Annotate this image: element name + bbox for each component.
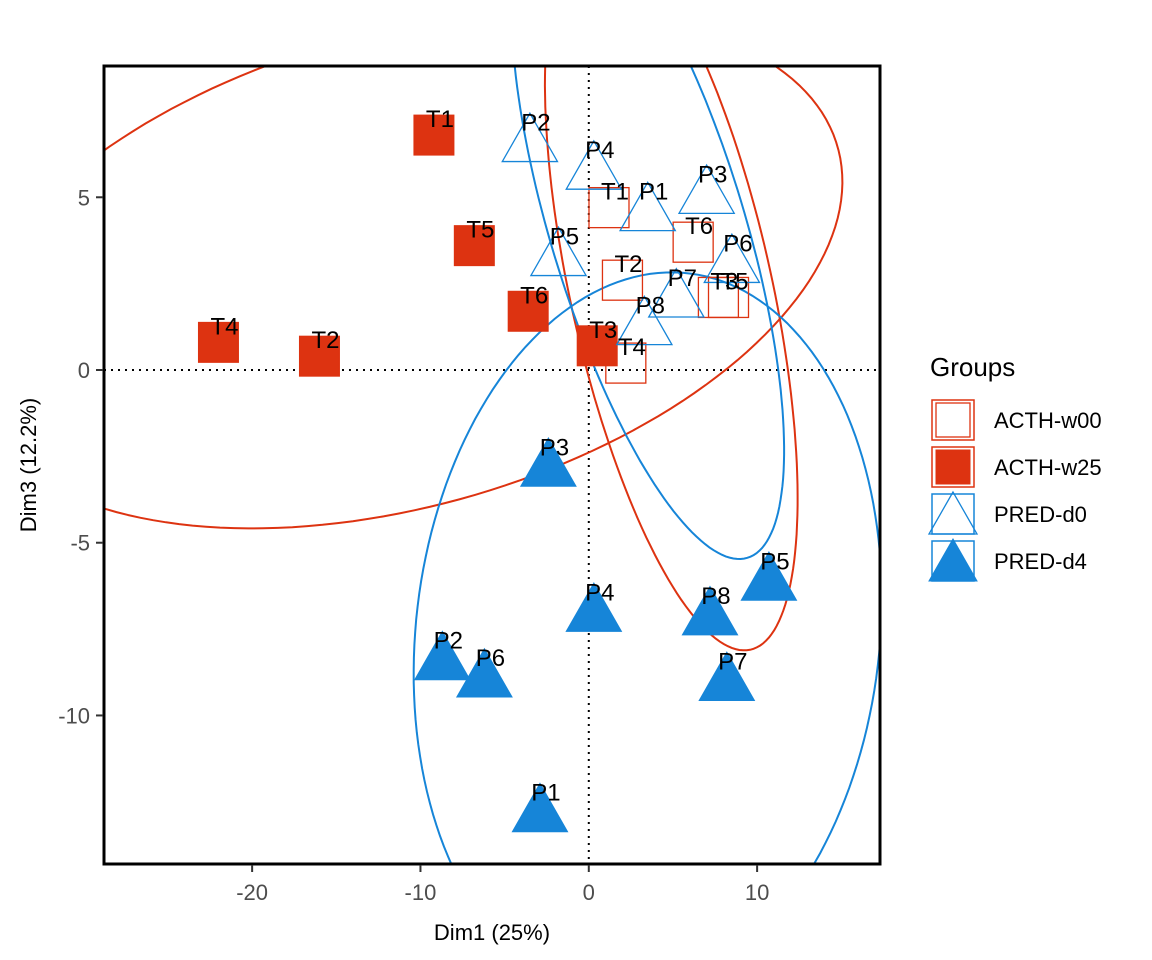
point-label-acth-w00-t1: T1	[601, 179, 629, 206]
point-label-acth-w00-t2: T2	[614, 251, 642, 278]
point-acth-w00-t1	[588, 186, 630, 229]
point-label-acth-w25-t6: T6	[520, 282, 548, 309]
point-pred-d4-p8	[681, 585, 739, 636]
point-pred-d4-p7	[698, 651, 756, 701]
point-label-acth-w25-t5: T5	[466, 217, 494, 244]
point-label-pred-d4-p7: P7	[718, 648, 747, 675]
point-label-pred-d0-p4: P4	[585, 137, 614, 164]
point-acth-w25-t5	[453, 225, 495, 267]
legend-title: Groups	[930, 352, 1015, 382]
y-tick-label: 5	[78, 185, 90, 210]
point-acth-w00-t2	[601, 259, 644, 301]
point-acth-w00-t5	[707, 276, 750, 319]
point-acth-w00-t6	[672, 221, 714, 263]
point-pred-d4-p3	[519, 436, 577, 487]
y-tick-label: 0	[78, 358, 90, 383]
legend: Groups ACTH-w00 ACTH-w25 PRED-d0 PRED-d4	[927, 352, 1102, 582]
ellipse-acth-w00	[543, 66, 799, 652]
legend-label-acth-w25: ACTH-w25	[994, 455, 1102, 480]
point-acth-w25-t4	[197, 321, 239, 363]
point-pred-d0-p6	[703, 232, 761, 284]
x-axis: -20 -10 0 10	[236, 865, 769, 905]
legend-key-acth-w00	[931, 399, 975, 441]
point-label-pred-d4-p3: P3	[540, 434, 569, 461]
point-label-acth-w25-t4: T4	[210, 313, 238, 340]
point-pred-d0-p4	[565, 139, 623, 190]
legend-marker-acth-w00	[935, 402, 971, 438]
plot-panel-border	[102, 64, 882, 866]
point-label-acth-w00-t5: T5	[720, 268, 748, 295]
point-acth-w25-t6	[507, 290, 549, 332]
legend-label-acth-w00: ACTH-w00	[994, 408, 1102, 433]
point-label-acth-w25-t1: T1	[426, 106, 454, 133]
point-pred-d0-p7	[647, 267, 706, 318]
x-axis-title: Dim1 (25%)	[434, 920, 550, 945]
point-label-pred-d4-p1: P1	[531, 780, 560, 807]
legend-key-pred-d0	[931, 493, 975, 535]
point-label-acth-w00-t6: T6	[685, 213, 713, 240]
confidence-ellipses	[104, 66, 880, 864]
point-label-pred-d4-p6: P6	[476, 645, 505, 672]
point-label-pred-d0-p5: P5	[550, 224, 579, 251]
y-tick-label: -10	[58, 703, 90, 728]
legend-marker-pred-d0	[927, 490, 979, 535]
ellipse-pred-d4	[412, 271, 880, 864]
point-label-pred-d4-p2: P2	[434, 628, 463, 655]
x-tick-label: -10	[405, 880, 437, 905]
point-label-pred-d4-p4: P4	[585, 579, 614, 606]
point-pred-d0-p1	[618, 181, 677, 232]
point-label-pred-d4-p5: P5	[760, 548, 789, 575]
point-label-acth-w00-t3: T3	[710, 268, 738, 295]
point-label-pred-d0-p1: P1	[639, 179, 668, 206]
point-label-pred-d0-p8: P8	[636, 293, 665, 320]
legend-label-pred-d4: PRED-d4	[994, 549, 1087, 574]
y-axis: -10 -5 0 5	[58, 185, 103, 728]
point-pred-d4-p2	[413, 630, 471, 681]
x-tick-label: 0	[583, 880, 595, 905]
point-label-acth-w25-t2: T2	[311, 327, 339, 354]
point-label-pred-d0-p7: P7	[668, 265, 697, 292]
point-pred-d4-p5	[740, 550, 798, 601]
point-pred-d4-p6	[455, 647, 513, 698]
point-label-pred-d0-p3: P3	[698, 161, 727, 188]
ellipse-pred-d0	[513, 66, 786, 561]
point-acth-w25-t3	[576, 325, 618, 367]
data-points	[197, 111, 798, 833]
point-label-acth-w25-t3: T3	[589, 317, 617, 344]
x-tick-label: -20	[236, 880, 268, 905]
point-pred-d0-p2	[501, 111, 559, 163]
legend-label-pred-d0: PRED-d0	[994, 502, 1087, 527]
y-tick-label: -5	[70, 531, 90, 556]
point-acth-w25-t2	[298, 335, 340, 377]
point-label-pred-d0-p6: P6	[723, 230, 752, 257]
x-tick-label: 10	[745, 880, 769, 905]
y-axis-title: Dim3 (12.2%)	[16, 398, 41, 532]
point-pred-d4-p1	[511, 782, 569, 833]
point-pred-d0-p5	[529, 225, 588, 277]
point-pred-d0-p3	[677, 163, 736, 215]
point-pred-d4-p4	[565, 582, 623, 632]
ellipse-acth-w25	[104, 66, 844, 530]
point-acth-w25-t1	[413, 114, 455, 156]
legend-marker-pred-d4	[928, 537, 978, 582]
point-label-acth-w00-t4: T4	[618, 334, 646, 361]
point-pred-d0-p8	[615, 295, 674, 346]
point-label-pred-d0-p2: P2	[521, 110, 550, 137]
legend-marker-acth-w25	[935, 449, 971, 485]
point-label-pred-d4-p8: P8	[701, 583, 730, 610]
